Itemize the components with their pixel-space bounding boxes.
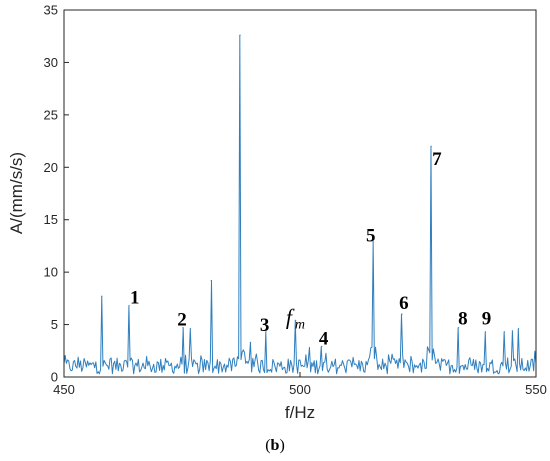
peak-point [372, 241, 374, 243]
peak-point [457, 327, 460, 329]
series-line [63, 34, 537, 375]
fm-subscript: m [295, 318, 305, 333]
peak-point [321, 345, 323, 348]
y-tick-label: 25 [44, 107, 58, 122]
y-tick-label: 20 [44, 160, 58, 175]
peak-label-5: 5 [366, 226, 376, 247]
peak-label-6: 6 [399, 293, 409, 314]
figure-caption: (b) [0, 437, 550, 455]
caption-close: ) [279, 437, 285, 454]
peak-label-8: 8 [458, 309, 468, 330]
peak-label-1: 1 [130, 288, 140, 309]
caption-open: ( [265, 437, 271, 454]
peak-point [189, 328, 192, 330]
peak-point [128, 305, 130, 307]
peak-point [511, 330, 513, 332]
y-tick-label: 15 [44, 212, 58, 227]
peak-label-4: 4 [319, 328, 329, 349]
peak-point [295, 319, 297, 321]
plot-area [64, 10, 536, 377]
peak-point [430, 145, 432, 147]
peak-point [182, 327, 184, 329]
x-axis-title: f/Hz [285, 403, 315, 422]
peak-point [503, 331, 505, 333]
fm-label: f [286, 305, 295, 330]
peak-point [249, 341, 252, 343]
peak-label-3: 3 [260, 315, 270, 336]
y-tick-label: 35 [44, 3, 58, 18]
caption-letter: b [270, 437, 280, 454]
series-layer [63, 34, 537, 375]
peak-label-7: 7 [432, 149, 442, 170]
peak-point [239, 34, 241, 36]
y-tick-label: 5 [51, 317, 58, 332]
peak-point [101, 295, 103, 297]
peak-point [265, 331, 267, 333]
annotation-layer: 1 2 3 4 5 6 7 8 9 f m [130, 149, 491, 349]
y-axis-title: A/(mm/s/s) [7, 152, 26, 234]
x-tick-label: 550 [525, 382, 547, 397]
y-tick-label: 0 [51, 370, 58, 385]
y-tick-label: 30 [44, 55, 58, 70]
peak-label-2: 2 [177, 310, 187, 331]
peak-point [517, 328, 520, 330]
x-tick-label: 450 [53, 382, 75, 397]
x-tick-label: 500 [289, 382, 311, 397]
peak-label-9: 9 [482, 309, 492, 330]
peak-point [401, 313, 403, 315]
peak-point [484, 331, 487, 333]
peak-point [210, 279, 212, 282]
y-tick-label: 10 [44, 265, 58, 280]
